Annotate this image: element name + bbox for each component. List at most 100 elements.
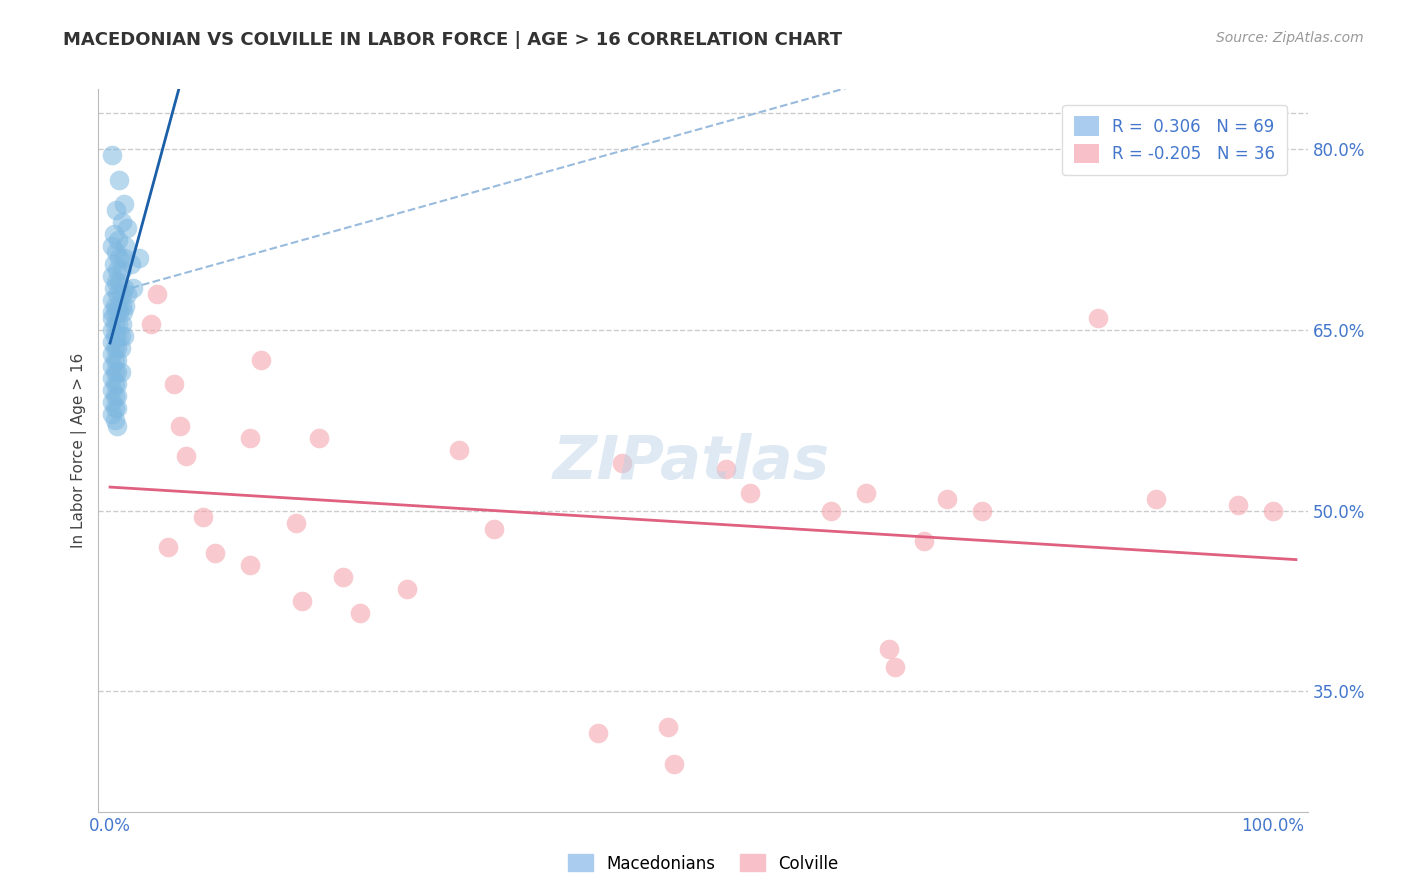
Point: [104, 341, 127, 355]
Point: [111, 263, 134, 277]
Point: [169, 419, 191, 434]
Point: [108, 305, 131, 319]
Point: [105, 329, 128, 343]
Point: [103, 227, 125, 241]
Point: [104, 413, 127, 427]
Point: [101, 359, 124, 374]
Point: [1144, 491, 1167, 506]
Point: [101, 148, 124, 162]
Point: [395, 582, 418, 596]
Point: [139, 317, 162, 331]
Point: [349, 606, 371, 620]
Point: [104, 389, 127, 403]
Point: [105, 389, 128, 403]
Point: [104, 244, 127, 259]
Legend: Macedonians, Colville: Macedonians, Colville: [561, 847, 845, 880]
Point: [855, 485, 877, 500]
Point: [239, 558, 262, 572]
Point: [108, 275, 131, 289]
Point: [738, 485, 761, 500]
Point: [101, 238, 124, 253]
Point: [111, 317, 134, 331]
Point: [101, 395, 124, 409]
Point: [110, 341, 132, 355]
Point: [103, 257, 125, 271]
Point: [104, 305, 127, 319]
Point: [104, 329, 127, 343]
Text: ZIPatlas: ZIPatlas: [553, 433, 830, 492]
Point: [105, 263, 128, 277]
Point: [111, 214, 134, 228]
Point: [588, 726, 610, 740]
Point: [112, 329, 135, 343]
Point: [291, 594, 314, 608]
Point: [912, 533, 935, 548]
Point: [105, 377, 128, 392]
Point: [239, 432, 262, 446]
Point: [103, 281, 125, 295]
Point: [101, 347, 124, 361]
Point: [105, 341, 128, 355]
Point: [936, 491, 959, 506]
Point: [101, 371, 124, 385]
Point: [883, 660, 905, 674]
Point: [308, 432, 330, 446]
Point: [610, 456, 633, 470]
Point: [122, 281, 145, 295]
Point: [107, 317, 129, 331]
Point: [716, 461, 738, 475]
Point: [101, 305, 124, 319]
Y-axis label: In Labor Force | Age > 16: In Labor Force | Age > 16: [72, 353, 87, 548]
Point: [112, 281, 135, 295]
Point: [104, 377, 127, 392]
Point: [105, 401, 128, 416]
Point: [101, 268, 124, 283]
Point: [285, 516, 308, 530]
Point: [970, 503, 993, 517]
Point: [332, 570, 354, 584]
Point: [105, 287, 128, 301]
Point: [101, 293, 124, 307]
Point: [112, 251, 135, 265]
Point: [112, 196, 135, 211]
Point: [105, 365, 128, 379]
Point: [157, 540, 180, 554]
Point: [111, 299, 134, 313]
Point: [104, 353, 127, 368]
Text: MACEDONIAN VS COLVILLE IN LABOR FORCE | AGE > 16 CORRELATION CHART: MACEDONIAN VS COLVILLE IN LABOR FORCE | …: [63, 31, 842, 49]
Point: [145, 287, 167, 301]
Point: [1226, 498, 1249, 512]
Point: [104, 275, 127, 289]
Point: [191, 509, 214, 524]
Point: [120, 257, 142, 271]
Point: [101, 310, 124, 325]
Point: [101, 384, 124, 398]
Point: [114, 238, 136, 253]
Point: [662, 756, 685, 771]
Point: [105, 419, 128, 434]
Point: [110, 365, 132, 379]
Point: [447, 443, 470, 458]
Point: [174, 450, 197, 464]
Point: [117, 220, 139, 235]
Point: [1087, 310, 1109, 325]
Point: [250, 353, 273, 368]
Point: [107, 299, 129, 313]
Point: [104, 202, 127, 217]
Point: [101, 407, 124, 421]
Point: [104, 299, 127, 313]
Point: [877, 642, 900, 657]
Point: [108, 251, 131, 265]
Legend: R =  0.306   N = 69, R = -0.205   N = 36: R = 0.306 N = 69, R = -0.205 N = 36: [1063, 104, 1286, 175]
Point: [104, 365, 127, 379]
Point: [482, 522, 505, 536]
Point: [104, 401, 127, 416]
Point: [657, 721, 679, 735]
Point: [110, 329, 132, 343]
Point: [117, 287, 139, 301]
Point: [163, 377, 186, 392]
Point: [204, 546, 226, 560]
Point: [108, 172, 131, 186]
Point: [101, 323, 124, 337]
Point: [114, 299, 136, 313]
